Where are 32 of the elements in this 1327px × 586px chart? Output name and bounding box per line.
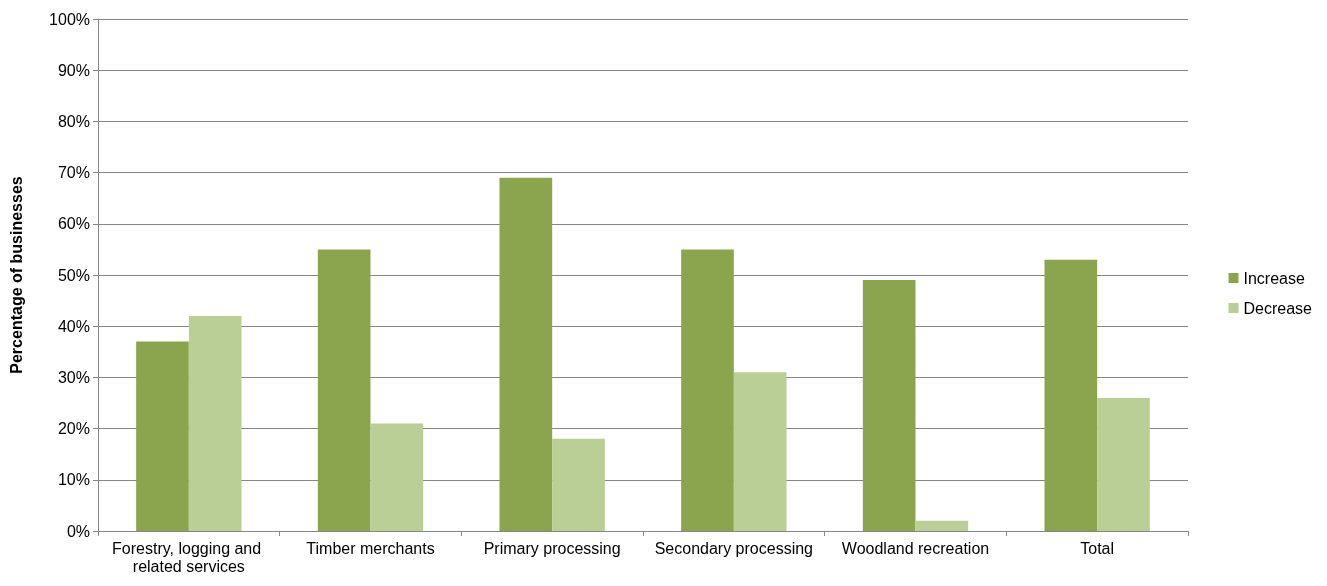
bar [370,423,424,531]
bar [1097,397,1150,531]
y-axis-title: Percentage of businesses [7,176,25,374]
bar [862,280,916,531]
bar [136,341,189,531]
y-tick-label: 60% [57,215,90,233]
bar [552,438,605,531]
x-tick-label: Woodland recreation [841,539,990,557]
y-tick-label: 50% [57,266,90,284]
y-tick-label: 40% [57,317,90,335]
bar [499,177,553,531]
y-tick-label: 10% [57,471,90,489]
y-tick-label: 0% [66,522,90,540]
bar [915,520,969,531]
x-tick-label: Total [1080,539,1115,557]
x-tick-label: Forestry, logging and related services [112,539,266,575]
bar [188,315,242,531]
y-tick-label: 30% [57,368,90,386]
x-tick-label: Secondary processing [654,539,813,557]
bar [1044,259,1098,531]
y-tick-label: 90% [57,61,90,79]
x-tick-label: Timber merchants [306,539,435,557]
bar [317,249,371,531]
y-tick-label: 80% [57,112,90,130]
legend-label: Decrease [1243,299,1313,317]
y-tick-label: 70% [57,164,90,182]
bar [681,249,734,531]
y-tick-label: 100% [49,10,90,28]
x-tick-label: Primary processing [483,539,621,557]
bar [733,372,787,531]
y-tick-label: 20% [57,420,90,438]
legend-label: Increase [1243,269,1305,287]
